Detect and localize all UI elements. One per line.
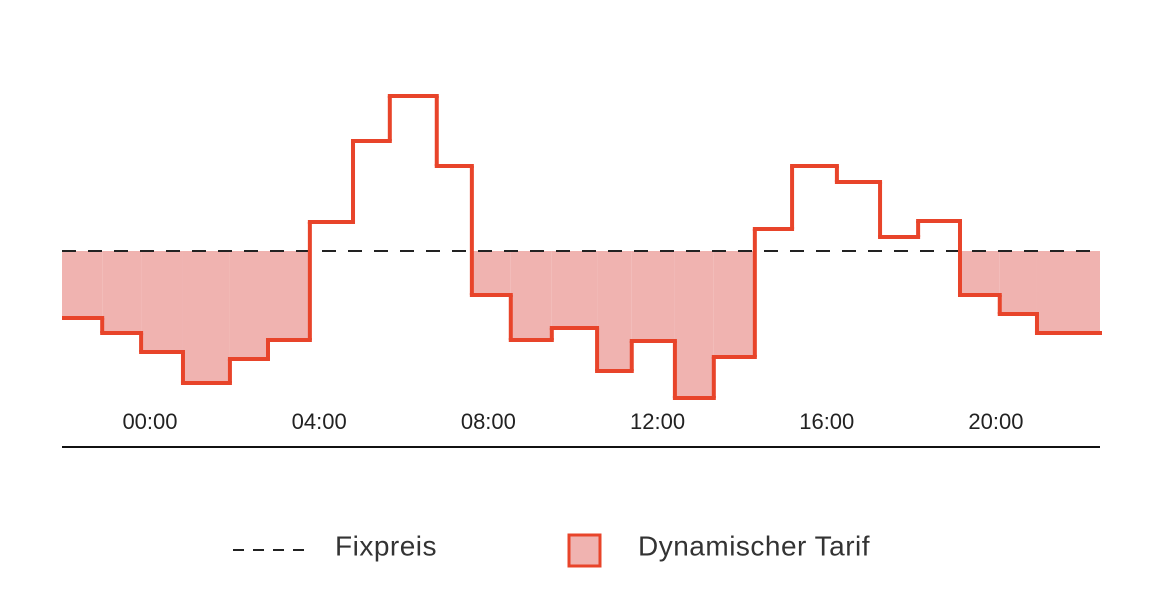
savings-area — [999, 251, 1037, 314]
savings-area — [1036, 251, 1100, 333]
legend-swatch — [567, 533, 602, 568]
savings-area — [267, 251, 310, 340]
savings-area — [631, 251, 675, 341]
savings-area — [62, 251, 103, 318]
savings-area — [229, 251, 268, 359]
legend-label: Dynamischer Tarif — [638, 530, 870, 561]
savings-area — [141, 251, 183, 352]
savings-area — [182, 251, 230, 383]
savings-area — [471, 251, 511, 295]
x-tick-label: 16:00 — [799, 409, 854, 434]
savings-area — [551, 251, 598, 328]
x-tick-label: 04:00 — [292, 409, 347, 434]
savings-area — [597, 251, 632, 371]
savings-area — [102, 251, 142, 333]
x-tick-label: 12:00 — [630, 409, 685, 434]
savings-area — [674, 251, 714, 398]
x-tick-label: 08:00 — [461, 409, 516, 434]
savings-area — [959, 251, 1000, 295]
x-tick-label: 00:00 — [122, 409, 177, 434]
savings-area — [510, 251, 552, 340]
savings-area — [713, 251, 755, 357]
x-tick-label: 20:00 — [968, 409, 1023, 434]
legend-label: Fixpreis — [335, 530, 437, 561]
